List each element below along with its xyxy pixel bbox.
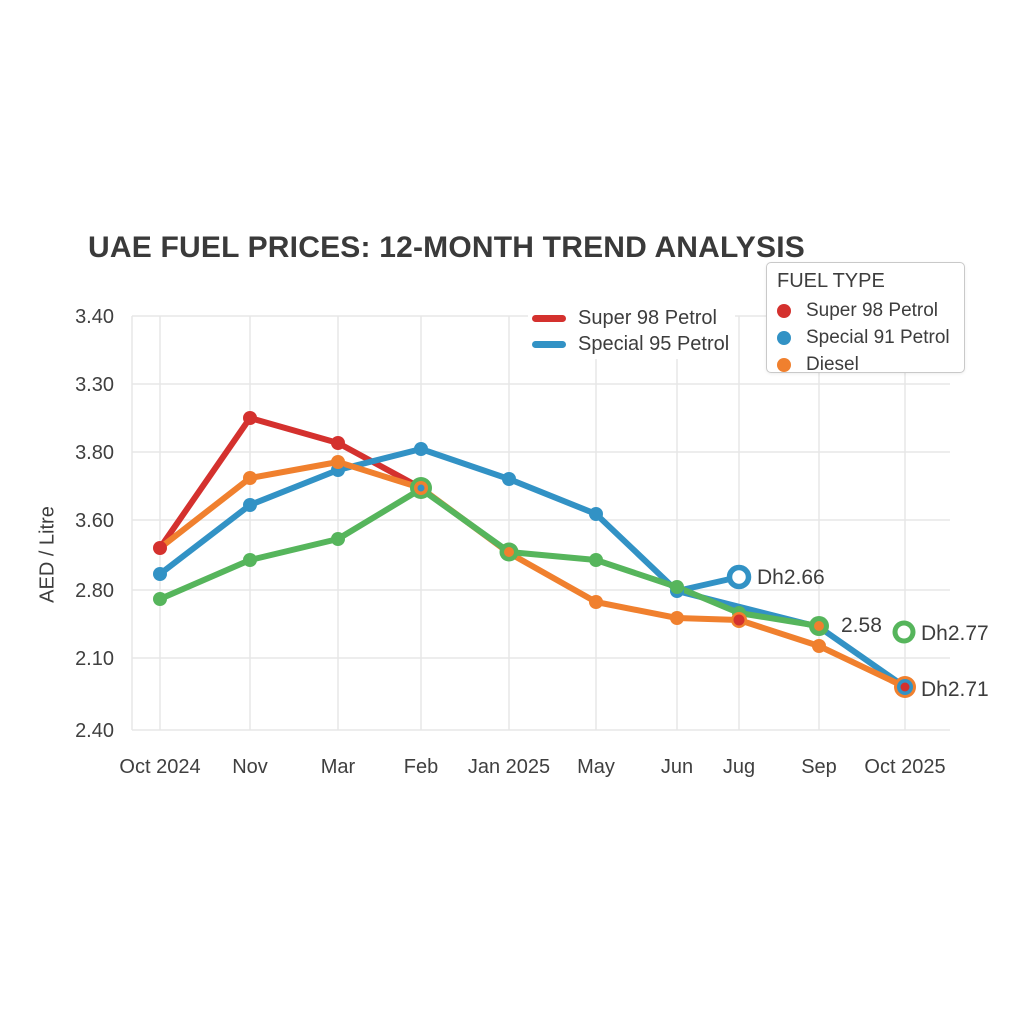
y-tick-label: 2.10	[75, 648, 114, 670]
x-tick-label: Nov	[232, 756, 268, 778]
legend-title: FUEL TYPE	[777, 270, 885, 292]
data-point-super98-red	[331, 436, 345, 450]
legend-item-label: Super 98 Petrol	[806, 299, 939, 321]
blue-open-ring-marker	[726, 564, 752, 590]
data-point-super98-red	[243, 411, 257, 425]
data-point-super98-red	[153, 541, 167, 555]
legend-item-special91: Special 91 Petrol	[777, 324, 954, 351]
series-line-green	[157, 486, 822, 629]
inline-legend-item-super98: Super 98 Petrol	[532, 305, 729, 331]
inline-legend-label: Super 98 Petrol	[578, 306, 717, 329]
data-point-special-blue	[153, 567, 167, 581]
y-tick-label: 3.40	[75, 306, 114, 328]
data-point-diesel-orange	[331, 455, 345, 469]
series-line-diesel-orange	[157, 459, 908, 690]
inline-legend: Super 98 Petrol Special 95 Petrol	[528, 303, 736, 359]
data-point-special-blue	[414, 442, 428, 456]
legend-item-label: Special 91 Petrol	[806, 326, 950, 348]
annotation-label: Dh2.71	[921, 678, 989, 701]
orange-dot-icon	[777, 357, 791, 372]
x-tick-label: Mar	[321, 756, 356, 778]
x-tick-label: Sep	[801, 756, 837, 778]
data-point-green	[670, 580, 684, 594]
inline-legend-label: Special 95 Petrol	[578, 332, 730, 355]
legend-item-label: Diesel	[806, 353, 859, 375]
data-point-diesel-orange	[589, 595, 603, 609]
y-tick-label: 3.80	[75, 442, 114, 464]
y-axis-title: AED / Litre	[36, 506, 59, 603]
sep-overlap-marker	[814, 621, 824, 631]
x-tick-label: Jan 2025	[468, 756, 550, 778]
x-tick-label: May	[577, 756, 615, 778]
data-point-green	[589, 553, 603, 567]
fuel-type-legend: FUEL TYPE Super 98 Petrol Special 91 Pet…	[766, 262, 965, 375]
data-point-diesel-orange	[243, 471, 257, 485]
jan-overlap-marker	[504, 547, 514, 557]
red-line-swatch-icon	[532, 314, 566, 322]
data-point-diesel-orange	[812, 639, 826, 653]
y-tick-label: 2.40	[75, 720, 114, 742]
series-line-super98-red	[157, 415, 424, 551]
red-dot-icon	[777, 303, 791, 318]
x-tick-label: Jun	[661, 756, 693, 778]
x-tick-label: Oct 2024	[119, 756, 200, 778]
feb-overlap-marker	[417, 484, 425, 492]
green-open-ring-marker	[892, 620, 916, 644]
legend-item-super98: Super 98 Petrol	[777, 297, 954, 324]
x-tick-label: Feb	[404, 756, 438, 778]
data-point-special-blue	[589, 507, 603, 521]
annotation-label: Dh2.66	[757, 566, 825, 589]
y-tick-label: 3.30	[75, 374, 114, 396]
data-point-green	[153, 592, 167, 606]
y-tick-label: 3.60	[75, 510, 114, 532]
page-title: UAE FUEL PRICES: 12-MONTH TREND ANALYSIS	[88, 231, 805, 265]
data-point-diesel-orange	[670, 611, 684, 625]
blue-line-swatch-icon	[532, 340, 566, 348]
data-point-green	[331, 532, 345, 546]
legend-item-diesel: Diesel	[777, 351, 954, 378]
x-tick-label: Jug	[723, 756, 755, 778]
data-point-special-blue	[243, 498, 257, 512]
y-tick-label: 2.80	[75, 580, 114, 602]
annotation-label: 2.58	[841, 614, 882, 637]
blue-dot-icon	[777, 330, 791, 345]
oct2025-stacked-marker	[900, 682, 910, 692]
x-tick-label: Oct 2025	[864, 756, 945, 778]
annotation-label: Dh2.77	[921, 622, 989, 645]
inline-legend-item-special95: Special 95 Petrol	[532, 331, 729, 357]
jug-overlap-marker	[733, 614, 745, 626]
data-point-special-blue	[502, 472, 516, 486]
data-point-green	[243, 553, 257, 567]
